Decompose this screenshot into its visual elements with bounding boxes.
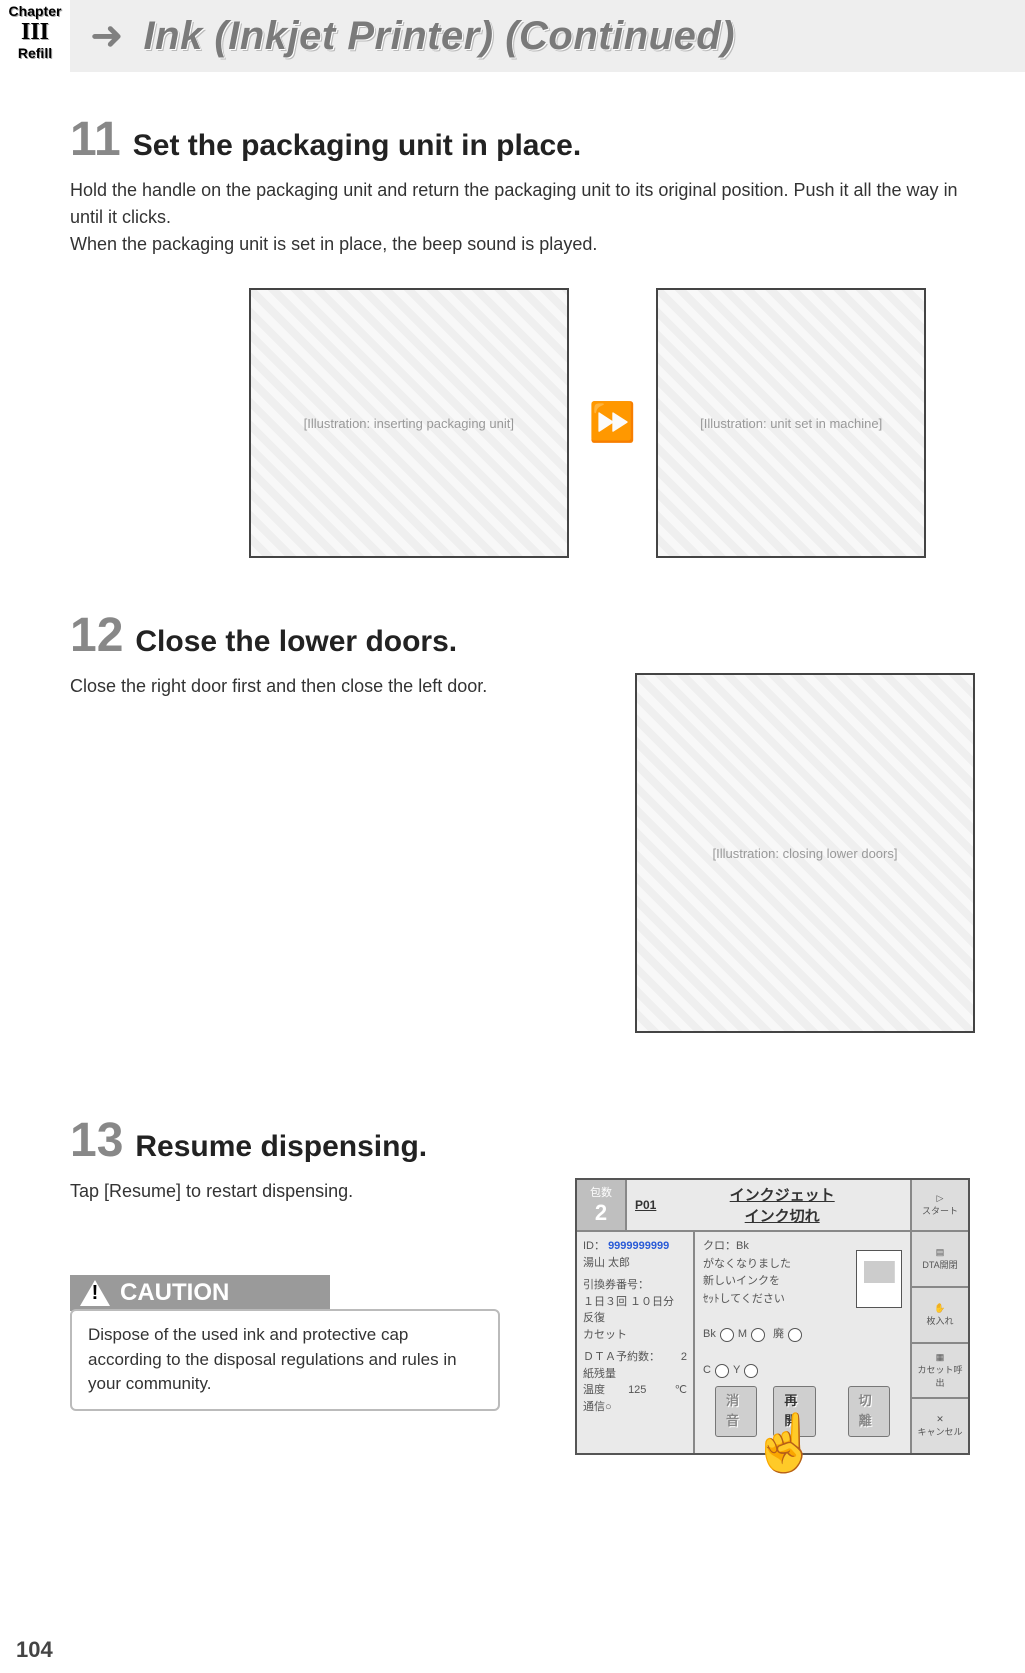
side-button-column: ▤ DTA開閉 ✋ 枚入れ ▦ カセット呼出 [910, 1232, 968, 1453]
ink-y-pill [744, 1364, 758, 1378]
page-header: Chapter III Refill ➜ Ink (Inkjet Printer… [0, 0, 1025, 72]
chapter-number: III [0, 19, 70, 45]
ink-indicators-2: C Y [703, 1362, 902, 1380]
step-body: Close the right door first and then clos… [70, 673, 595, 700]
chapter-badge: Chapter III Refill [0, 0, 70, 72]
error-message-line1: インクジェット [730, 1187, 835, 1204]
figure-placeholder-text: [Illustration: unit set in machine] [658, 290, 924, 556]
step-title: Close the lower doors. [135, 625, 457, 659]
hand-label: 枚入れ [926, 1314, 953, 1327]
step-11: 11 Set the packaging unit in place. Hold… [70, 112, 975, 558]
caution-box: ! CAUTION Dispose of the used ink and pr… [70, 1275, 500, 1411]
page-content: 11 Set the packaging unit in place. Hold… [0, 72, 1025, 1455]
error-message-line2: インク切れ [745, 1208, 820, 1225]
step-title: Set the packaging unit in place. [133, 129, 581, 163]
hand-insert-button[interactable]: ✋ 枚入れ [912, 1288, 968, 1344]
patient-info: ID： 9999999999 湯山 太郎 引換券番号： １日３回 １０日分 反復… [577, 1232, 695, 1453]
start-button[interactable]: ▷ スタート [912, 1180, 968, 1230]
package-count-value: 2 [577, 1200, 625, 1226]
ink-m-label: M [738, 1326, 747, 1344]
step-title: Resume dispensing. [135, 1130, 427, 1164]
figure-12: [Illustration: closing lower doors] [635, 673, 975, 1033]
step-number: 11 [70, 112, 121, 167]
step-number: 12 [70, 608, 123, 663]
dta-value: 2 [681, 1349, 687, 1366]
ink-c-label: C [703, 1362, 711, 1380]
cassette-info: カセット [583, 1327, 687, 1344]
double-arrow-right-icon: ⏩ [589, 401, 636, 445]
arrow-right-icon: ➜ [90, 13, 124, 59]
id-value: 9999999999 [608, 1240, 669, 1252]
cassette-label: カセット呼出 [914, 1363, 966, 1389]
error-message: インクジェット インク切れ [662, 1184, 902, 1226]
dta-button[interactable]: ▤ DTA開閉 [912, 1232, 968, 1288]
ink-c-pill [715, 1364, 729, 1378]
touchscreen-panel: 包数 2 P01 インクジェット インク切れ [575, 1178, 975, 1455]
dose-info: １日３回 １０日分 [583, 1294, 687, 1311]
side-button-column-top: ▷ スタート [910, 1180, 968, 1230]
figure-placeholder-text: [Illustration: inserting packaging unit] [251, 290, 567, 556]
step-body: Tap [Resume] to restart dispensing. [70, 1178, 535, 1205]
ink-y-label: Y [733, 1362, 740, 1380]
caution-header: ! CAUTION [70, 1275, 330, 1311]
cancel-label: キャンセル [917, 1425, 962, 1438]
step-body: Hold the handle on the packaging unit an… [70, 177, 975, 258]
id-label: ID： [583, 1240, 605, 1252]
close-icon: ✕ [936, 1414, 944, 1425]
ink-waste-label: 廃 [773, 1326, 784, 1344]
ink-bk-label: Bk [703, 1326, 716, 1344]
temp-unit: ℃ [675, 1382, 687, 1399]
step-number: 13 [70, 1113, 123, 1168]
figure-11b: [Illustration: unit set in machine] [656, 288, 926, 558]
dta-label: ＤＴＡ予約数： [583, 1351, 660, 1363]
chapter-label: Chapter [0, 4, 70, 19]
message-block: P01 インクジェット インク切れ [627, 1180, 910, 1230]
cassette-call-button[interactable]: ▦ カセット呼出 [912, 1344, 968, 1400]
ticket-label: 引換券番号： [583, 1277, 687, 1294]
title-bar: ➜ Ink (Inkjet Printer) (Continued) [70, 0, 1025, 72]
page-title: Ink (Inkjet Printer) (Continued) [144, 14, 736, 59]
page-number: 104 [16, 1637, 53, 1663]
temp-value: 125 [628, 1384, 646, 1396]
hand-icon: ✋ [934, 1303, 945, 1314]
step-11-figures: [Illustration: inserting packaging unit]… [200, 288, 975, 558]
ink-m-pill [751, 1328, 765, 1342]
repeat-info: 反復 [583, 1310, 687, 1327]
package-count: 包数 2 [577, 1180, 627, 1230]
detach-button[interactable]: 切離 [848, 1386, 890, 1438]
pointing-hand-icon: ☝ [750, 1410, 820, 1476]
step-13: 13 Resume dispensing. Tap [Resume] to re… [70, 1113, 975, 1455]
caution-label: CAUTION [120, 1279, 229, 1307]
warning-icon: ! [80, 1280, 110, 1306]
package-count-label: 包数 [577, 1184, 625, 1200]
play-icon: ▷ [937, 1193, 944, 1204]
dta-icon: ▤ [936, 1247, 945, 1258]
temp-label: 温度 [583, 1384, 605, 1396]
ink-bk-pill [720, 1328, 734, 1342]
ink-waste-pill [788, 1328, 802, 1342]
cancel-button[interactable]: ✕ キャンセル [912, 1399, 968, 1453]
caution-text: Dispose of the used ink and protective c… [70, 1309, 500, 1411]
paper-label: 紙残量 [583, 1366, 687, 1383]
patient-name: 湯山 太郎 [583, 1255, 687, 1272]
error-code: P01 [635, 1198, 656, 1212]
figure-placeholder-text: [Illustration: closing lower doors] [637, 675, 973, 1031]
ink-indicators: Bk M 廃 [703, 1326, 902, 1344]
chapter-subtitle: Refill [0, 46, 70, 61]
cassette-icon: ▦ [936, 1352, 945, 1363]
figure-11a: [Illustration: inserting packaging unit] [249, 288, 569, 558]
step-12: 12 Close the lower doors. Close the righ… [70, 608, 975, 1033]
comm-status: 通信○ [583, 1399, 687, 1416]
start-label: スタート [922, 1204, 958, 1217]
dta-label: DTA開閉 [922, 1258, 957, 1271]
printer-icon [856, 1250, 902, 1308]
